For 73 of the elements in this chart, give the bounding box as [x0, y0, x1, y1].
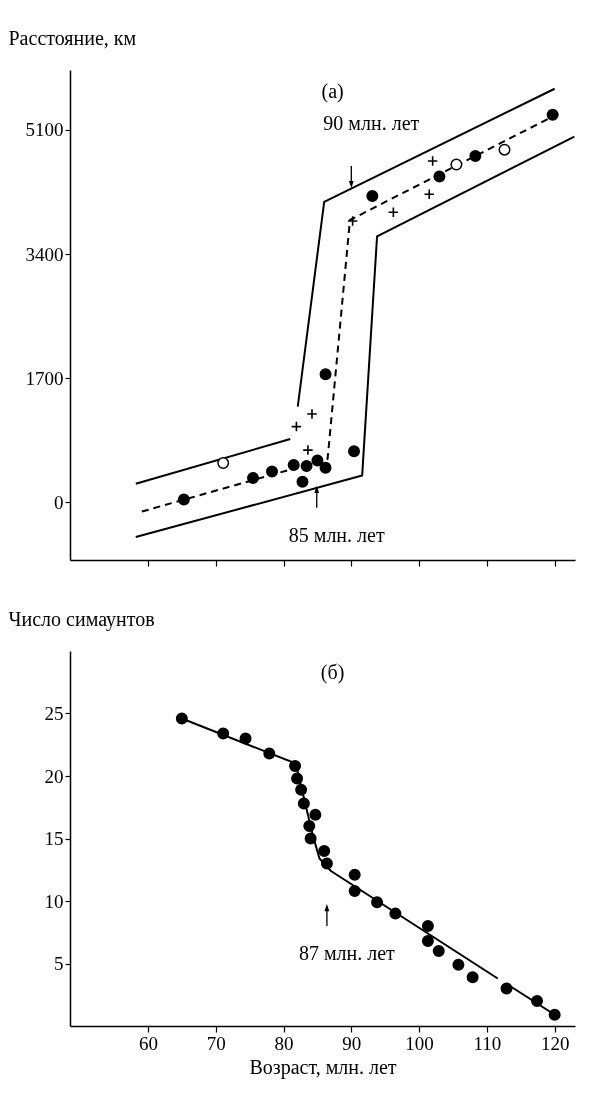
point [371, 896, 384, 909]
point [347, 215, 359, 227]
point [531, 995, 544, 1007]
x-tick-label: 120 [540, 1032, 570, 1054]
point [319, 461, 332, 474]
point [247, 472, 260, 484]
point [432, 945, 445, 957]
point [348, 868, 361, 881]
point [433, 170, 446, 183]
text: (a) [321, 80, 344, 103]
point [289, 760, 302, 772]
point [296, 475, 309, 488]
y-axis-title: Число симаунтов [8, 607, 155, 631]
point [303, 820, 316, 832]
point [548, 1008, 561, 1021]
point [297, 797, 310, 810]
y-tick-label: 10 [44, 890, 64, 912]
y-tick-label: 25 [44, 703, 64, 724]
point [266, 465, 278, 478]
point [387, 206, 399, 218]
y-tick-label: 1700 [25, 367, 64, 389]
point [450, 158, 463, 171]
point [389, 907, 402, 920]
point [239, 732, 252, 745]
y-tick-label: 20 [44, 765, 64, 787]
point [263, 747, 276, 760]
x-tick-label: 100 [405, 1032, 434, 1054]
annotation: 87 млн. лет [298, 942, 396, 964]
point [318, 845, 331, 857]
point [304, 832, 317, 845]
point [466, 971, 479, 984]
annotation: 90 млн. лет [323, 112, 420, 135]
point [177, 493, 190, 506]
text: (б) [320, 661, 345, 684]
x-tick-label: 90 [342, 1032, 362, 1054]
point [452, 958, 465, 971]
point [348, 885, 361, 897]
y-tick-label: 5100 [25, 119, 64, 141]
point [348, 445, 361, 458]
point [421, 935, 434, 947]
point [500, 982, 513, 995]
x-tick-label: 70 [206, 1032, 226, 1054]
point [302, 444, 314, 456]
y-tick-label: 3400 [25, 243, 64, 265]
point [427, 155, 439, 167]
point [546, 108, 559, 121]
y-tick-label: 15 [44, 828, 64, 849]
point [287, 459, 300, 471]
y-tick-label: 0 [54, 491, 64, 513]
point [469, 149, 482, 162]
point [309, 808, 322, 821]
point [421, 920, 434, 932]
point [311, 454, 324, 467]
x-tick-label: 110 [473, 1032, 502, 1054]
point [306, 408, 318, 420]
y-tick-label: 5 [54, 953, 64, 974]
point [320, 857, 333, 870]
x-tick-label: 60 [138, 1032, 158, 1054]
point [175, 712, 188, 725]
point [295, 783, 308, 796]
point [366, 190, 379, 203]
point [291, 772, 304, 785]
point [498, 143, 511, 156]
point [290, 421, 302, 433]
annotation: 85 млн. лет [288, 523, 385, 546]
x-axis-title: Возраст, млн. лет [249, 1055, 397, 1079]
point [217, 456, 230, 469]
point [217, 727, 230, 740]
x-tick-label: 80 [274, 1032, 294, 1054]
y-axis-title: Расстояние, км [8, 26, 137, 49]
point [319, 368, 332, 381]
point [423, 188, 435, 200]
point [300, 459, 313, 472]
